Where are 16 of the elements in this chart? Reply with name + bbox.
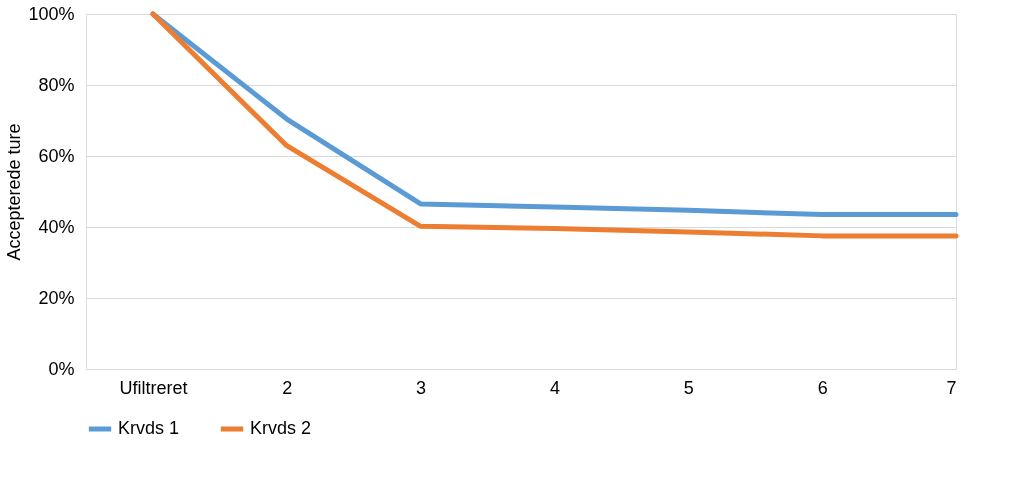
x-tick-label: 3 [416,377,427,398]
y-tick-label: 40% [38,216,75,237]
legend-label: Krvds 2 [250,418,312,438]
x-tick-label: 4 [549,377,560,398]
y-tick-label: 20% [38,287,75,308]
y-tick-label: 0% [48,358,75,379]
x-tick-label: Ufiltreret [119,377,188,398]
x-tick-label: 5 [683,377,694,398]
x-tick-label: 6 [817,377,828,398]
y-tick-label: 60% [38,145,75,166]
legend-label: Krvds 1 [118,418,180,438]
y-tick-label: 100% [28,3,75,24]
y-tick-label: 80% [38,74,75,95]
x-tick-label: 7 [946,377,957,398]
y-axis-title: Accepterede ture [4,123,25,261]
x-tick-label: 2 [282,377,293,398]
